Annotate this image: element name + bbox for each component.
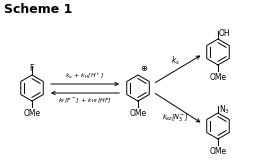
Text: OMe: OMe <box>129 109 146 118</box>
Text: $k_{\rm F}$[F$^-$] + $k_{\rm HF}$[HF]: $k_{\rm F}$[F$^-$] + $k_{\rm HF}$[HF] <box>58 96 112 105</box>
Text: OMe: OMe <box>23 109 40 118</box>
Text: $\oplus$: $\oplus$ <box>139 64 148 73</box>
Text: F: F <box>29 64 33 73</box>
Text: $k_{\rm o}$ + $k_{\rm H}$[H$^+$]: $k_{\rm o}$ + $k_{\rm H}$[H$^+$] <box>65 71 104 81</box>
Text: N$_3$: N$_3$ <box>218 104 229 116</box>
Text: $k_s$: $k_s$ <box>171 54 180 67</box>
Text: OH: OH <box>218 29 230 38</box>
Text: OMe: OMe <box>209 147 226 156</box>
Text: $k_{az}$[N$_3^-$]: $k_{az}$[N$_3^-$] <box>162 112 189 123</box>
Text: Scheme 1: Scheme 1 <box>4 3 72 16</box>
Text: OMe: OMe <box>209 73 226 82</box>
